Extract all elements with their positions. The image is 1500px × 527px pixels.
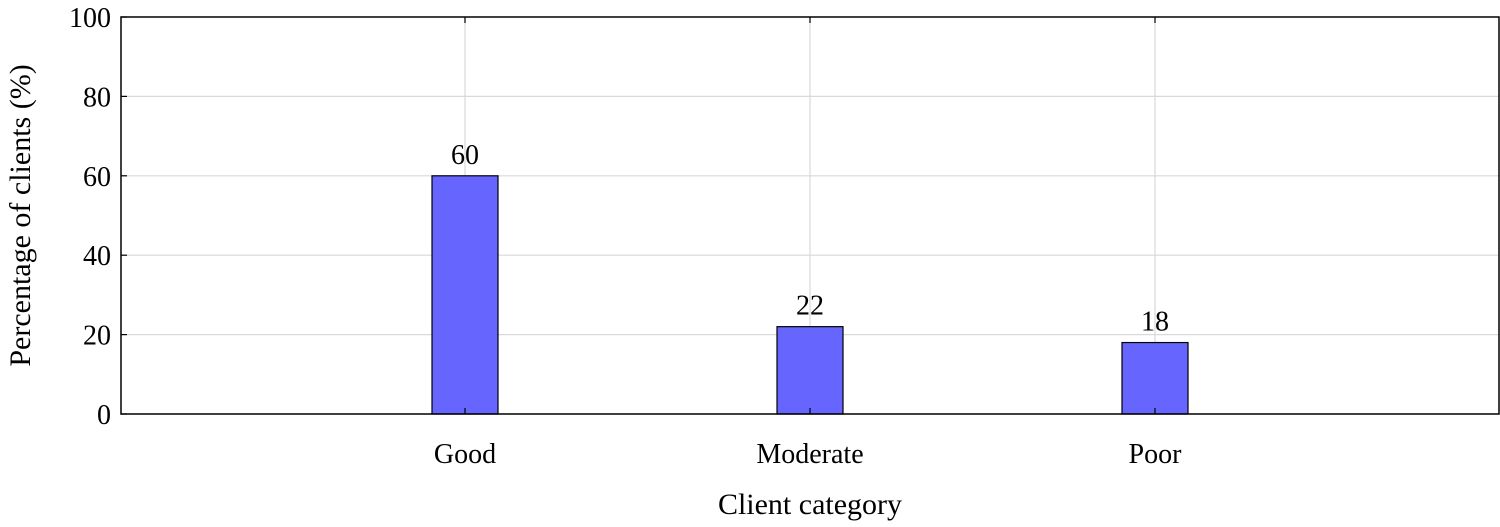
y-tick-label: 0 bbox=[97, 400, 111, 431]
y-tick-label: 80 bbox=[83, 82, 111, 113]
x-category-label: Moderate bbox=[756, 439, 863, 470]
y-tick-label: 60 bbox=[83, 162, 111, 193]
bar-poor bbox=[1121, 341, 1189, 415]
bar-good bbox=[431, 175, 499, 415]
y-axis-title: Percentage of clients (%) bbox=[4, 64, 37, 366]
bar-moderate bbox=[776, 326, 844, 415]
y-tick-label: 100 bbox=[69, 3, 111, 34]
x-category-label: Good bbox=[434, 439, 496, 470]
bar-value-label: 60 bbox=[451, 140, 479, 171]
data-labels: 60 22 18 bbox=[451, 140, 1169, 338]
x-category-label: Poor bbox=[1129, 439, 1183, 470]
x-axis-ticks: Good Moderate Poor bbox=[434, 17, 1182, 470]
y-tick-label: 40 bbox=[83, 241, 111, 272]
x-axis-title: Client category bbox=[718, 488, 902, 521]
y-tick-label: 20 bbox=[83, 321, 111, 352]
bar-value-label: 18 bbox=[1141, 307, 1169, 338]
y-axis-ticks: 0 20 40 60 80 100 bbox=[69, 3, 127, 431]
bar-value-label: 22 bbox=[796, 291, 824, 322]
